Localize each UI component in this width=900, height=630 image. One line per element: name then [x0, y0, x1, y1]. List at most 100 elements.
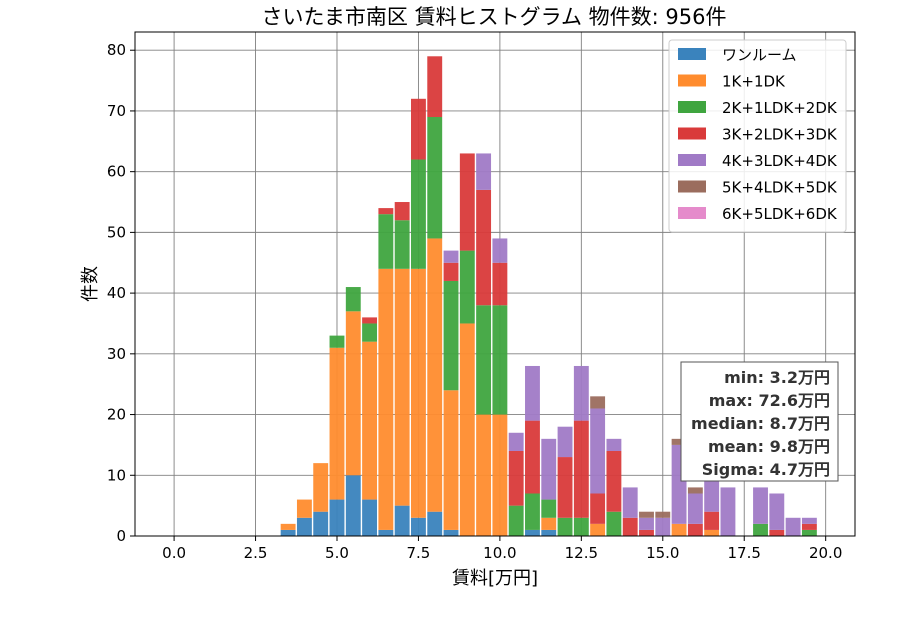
x-tick-label: 0.0 — [162, 544, 186, 562]
legend-swatch — [678, 207, 706, 219]
bar-segment-series-3 — [410, 98, 426, 160]
legend-swatch — [678, 48, 706, 60]
bar-segment-series-4 — [622, 487, 638, 518]
stats-box-frame — [680, 361, 839, 482]
legend-swatch — [678, 74, 706, 87]
bar-segment-series-0 — [313, 511, 329, 536]
x-tick-label: 2.5 — [244, 544, 268, 562]
bar-segment-series-0 — [394, 505, 410, 536]
bar-segment-series-0 — [410, 517, 426, 536]
bar-segment-series-2 — [541, 499, 557, 518]
bar-segment-series-1 — [671, 523, 687, 536]
stats-line: mean: 9.8万円 — [708, 437, 830, 456]
bar-segment-series-0 — [329, 499, 345, 536]
bar-segment-series-4 — [557, 426, 573, 458]
bar-segment-series-2 — [508, 505, 524, 536]
x-tick-label: 17.5 — [728, 544, 761, 562]
x-tick-label: 7.5 — [407, 544, 431, 562]
bar-segment-series-0 — [345, 475, 361, 536]
bar-segment-series-4 — [508, 432, 524, 451]
stats-box: min: 3.2万円 max: 72.6万円 median: 8.7万円 mean: … — [680, 361, 839, 482]
x-tick-label: 15.0 — [646, 544, 679, 562]
x-axis-label: 賃料[万円] — [452, 568, 538, 589]
bar-segment-series-3 — [573, 420, 589, 518]
stats-line: Sigma: 4.7万円 — [702, 460, 830, 479]
legend-label: 4K+3LDK+4DK — [722, 152, 838, 170]
bar-segment-series-4 — [753, 487, 768, 524]
bar-segment-series-2 — [394, 220, 410, 269]
bar-segment-series-4 — [785, 517, 801, 536]
bar-segment-series-3 — [378, 208, 394, 215]
bar-segment-series-4 — [769, 493, 785, 530]
bar-segment-series-2 — [345, 287, 361, 312]
legend-label: 6K+5LDK+6DK — [722, 205, 838, 223]
bar-segment-series-3 — [769, 529, 785, 536]
stats-line: max: 72.6万円 — [709, 391, 830, 410]
bar-segment-series-4 — [590, 408, 606, 494]
y-tick-label: 40 — [107, 284, 126, 302]
legend-swatch — [678, 154, 706, 166]
y-tick-label: 80 — [107, 41, 126, 59]
bar-segment-series-0 — [296, 517, 312, 536]
bar-segment-series-3 — [687, 523, 703, 536]
legend-swatch — [678, 101, 706, 113]
bar-segment-series-3 — [606, 450, 622, 512]
bar-segment-series-2 — [557, 517, 573, 536]
bar-segment-series-4 — [639, 517, 654, 530]
bar-segment-series-3 — [590, 493, 606, 524]
y-axis-label: 件数 — [80, 266, 101, 302]
bar-segment-series-2 — [753, 523, 768, 536]
legend-label: 5K+4LDK+5DK — [722, 179, 838, 197]
bar-segment-series-3 — [394, 202, 410, 221]
bar-segment-series-0 — [427, 511, 443, 536]
legend-label: 1K+1DK — [722, 73, 786, 91]
bar-segment-series-3 — [801, 523, 817, 530]
y-tick-label: 0 — [116, 527, 126, 545]
bar-segment-series-2 — [443, 280, 459, 391]
x-tick-label: 20.0 — [809, 544, 842, 562]
bar-segment-series-1 — [476, 414, 492, 536]
bar-segment-series-2 — [362, 323, 378, 342]
bars — [280, 56, 817, 536]
chart-title: さいたま市南区 賃料ヒストグラム 物件数: 956件 — [262, 5, 727, 29]
bar-segment-series-1 — [296, 499, 312, 518]
bar-segment-series-2 — [329, 335, 345, 348]
bar-segment-series-1 — [362, 341, 378, 500]
legend-swatch — [678, 180, 706, 193]
bar-segment-series-3 — [443, 262, 459, 281]
bar-segment-series-3 — [704, 511, 720, 530]
bar-segment-series-5 — [671, 438, 687, 445]
bar-segment-series-2 — [606, 511, 622, 536]
bar-segment-series-0 — [280, 529, 296, 536]
bar-segment-series-1 — [313, 463, 329, 512]
y-tick-label: 20 — [107, 406, 126, 424]
legend-swatch — [678, 127, 706, 140]
bar-segment-series-1 — [410, 268, 426, 518]
bar-segment-series-5 — [655, 511, 671, 518]
legend: ワンルーム 1K+1DK 2K+1LDK+2DK 3K+2LDK+3DK 4K+3LDK… — [668, 39, 847, 233]
bar-segment-series-3 — [362, 317, 378, 324]
bar-segment-series-2 — [427, 117, 443, 239]
y-tick-label: 70 — [107, 102, 126, 120]
bar-segment-series-5 — [590, 396, 606, 409]
bar-segment-series-1 — [443, 390, 459, 530]
bar-segment-series-1 — [704, 529, 720, 536]
axis-ticks: 0.0 2.5 5.0 7.5 10.0 12.5 15.0 17.5 20.0 0 10 20 30 4… — [107, 41, 842, 562]
bar-segment-series-4 — [655, 517, 671, 536]
bar-segment-series-2 — [801, 529, 817, 536]
legend-label: ワンルーム — [722, 46, 797, 64]
bar-segment-series-3 — [492, 262, 508, 306]
bar-segment-series-1 — [459, 323, 475, 536]
bar-segment-series-3 — [427, 56, 443, 118]
bar-segment-series-5 — [687, 487, 703, 494]
bar-segment-series-2 — [492, 305, 508, 415]
bar-segment-series-1 — [378, 268, 394, 530]
bar-segment-series-4 — [525, 365, 540, 421]
y-tick-label: 50 — [107, 223, 126, 241]
bar-segment-series-0 — [362, 499, 378, 536]
y-tick-label: 10 — [107, 466, 126, 484]
x-tick-label: 12.5 — [565, 544, 598, 562]
bar-segment-series-0 — [541, 529, 557, 536]
legend-label: 3K+2LDK+3DK — [722, 126, 838, 144]
